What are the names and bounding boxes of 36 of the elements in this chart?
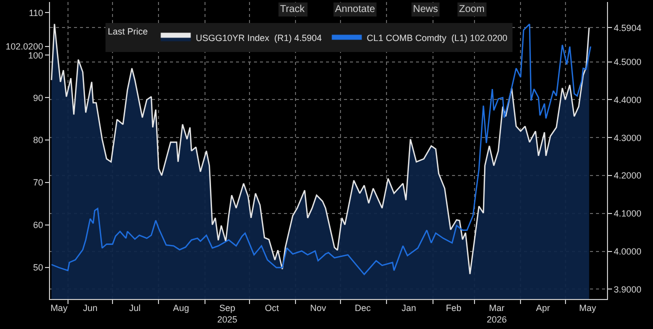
legend-label: USGG10YR Index (R1) 4.5904 [196,32,322,43]
y2-tick-label: 4.0000 [614,246,642,256]
x-tick-label: May [50,302,68,313]
y-tick-label: 50 [33,262,44,273]
x-tick-label: Jan [402,302,416,313]
y-tick-label: 102.0200 [6,42,44,52]
annotation: Annotate [335,4,376,15]
x-tick-label: Aug [173,302,190,313]
x-tick-label: Sep 2025 [217,302,238,324]
x-tick-label: Oct [264,302,280,313]
x-tick-label: Apr [536,302,550,313]
y-tick-label: 90 [33,92,44,103]
y2-tick-label: 4.5000 [614,57,642,67]
y2-tick-label: 4.1000 [614,208,642,219]
x-tick-label: May [579,302,597,313]
y-tick-label: 60 [33,220,44,230]
annotation: Track [280,4,306,15]
legend-title: Last Price [108,26,148,36]
y2-tick-label: 4.4000 [614,94,642,105]
x-tick-label: Mar 2026 [486,302,507,324]
y2-tick-label: 4.2000 [614,170,642,181]
x-tick-label: Feb [446,302,462,313]
x-tick-label: Nov [310,302,327,313]
annotation: News [413,4,438,15]
y2-tick-label: 3.9000 [614,284,642,294]
y-tick-label: 80 [33,135,44,146]
x-tick-label: Jun [82,302,98,313]
x-tick-label: Jul [129,302,141,313]
y-tick-label: 100 [28,50,44,60]
y-tick-label: 70 [33,178,44,188]
legend-label: CL1 COMB Comdty (L1) 102.0200 [366,32,508,43]
annotation: Zoom [459,4,485,15]
x-tick-label: Dec [354,302,372,313]
y2-tick-label: 4.5904 [614,22,642,33]
y2-tick-label: 4.3000 [614,132,642,143]
y-tick-label: 110 [28,8,44,18]
